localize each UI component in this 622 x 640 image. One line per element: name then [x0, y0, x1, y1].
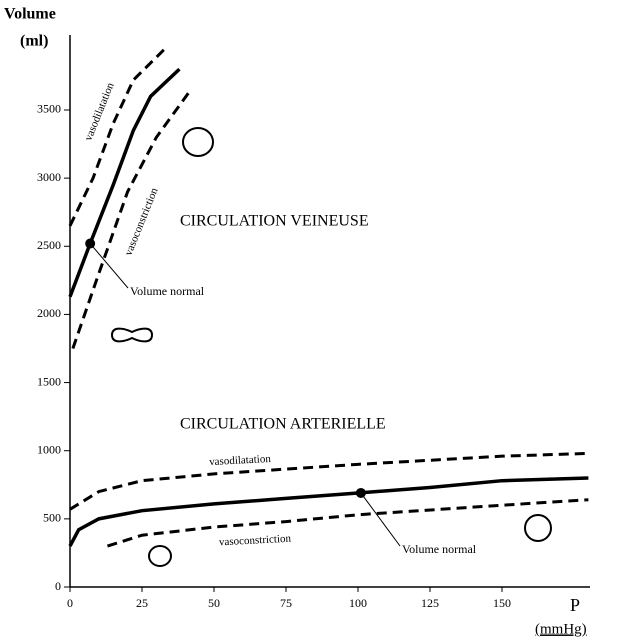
- x-tick-label: 75: [280, 596, 292, 610]
- x-tick-label: 50: [208, 596, 220, 610]
- annotation: CIRCULATION ARTERIELLE: [180, 416, 386, 433]
- series-label: vasoconstriction: [219, 533, 292, 549]
- y-tick-label: 3500: [37, 102, 61, 116]
- line: [68, 67, 181, 298]
- y-tick-label: 2000: [37, 306, 61, 320]
- y-tick-label: 1500: [37, 374, 61, 388]
- x-axis-label: (mmHg): [535, 621, 587, 637]
- leader-line: [89, 243, 129, 289]
- point: [85, 238, 96, 249]
- annotation: CIRCULATION VEINEUSE: [180, 213, 369, 230]
- dashed-line: [69, 451, 589, 511]
- series-label: vasodilatation: [209, 453, 272, 468]
- y-tick-label: 2500: [37, 238, 61, 252]
- x-axis-label: P: [570, 595, 580, 615]
- point: [355, 487, 366, 498]
- y-axis-label: Volume: [4, 6, 56, 23]
- x-tick-label: 100: [349, 596, 367, 610]
- point-label: Volume normal: [130, 284, 205, 298]
- line: [68, 476, 589, 547]
- vessel-icon: [148, 545, 172, 567]
- y-tick-label: 500: [43, 511, 61, 525]
- y-tick-label: 0: [55, 579, 61, 593]
- point-label: Volume normal: [402, 542, 477, 556]
- dashed-line: [106, 498, 589, 548]
- dashed-line: [71, 88, 193, 349]
- y-axis-label: (ml): [20, 33, 48, 50]
- vessel-icon: [110, 327, 154, 343]
- x-tick-label: 25: [136, 596, 148, 610]
- y-tick-label: 3000: [37, 170, 61, 184]
- y-tick-label: 1000: [37, 442, 61, 456]
- x-tick-label: 0: [67, 596, 73, 610]
- vessel-icon: [524, 514, 552, 542]
- x-tick-label: 150: [493, 596, 511, 610]
- x-tick-label: 125: [421, 596, 439, 610]
- vessel-icon: [182, 127, 214, 157]
- leader-line: [360, 492, 401, 547]
- dashed-line: [68, 47, 167, 227]
